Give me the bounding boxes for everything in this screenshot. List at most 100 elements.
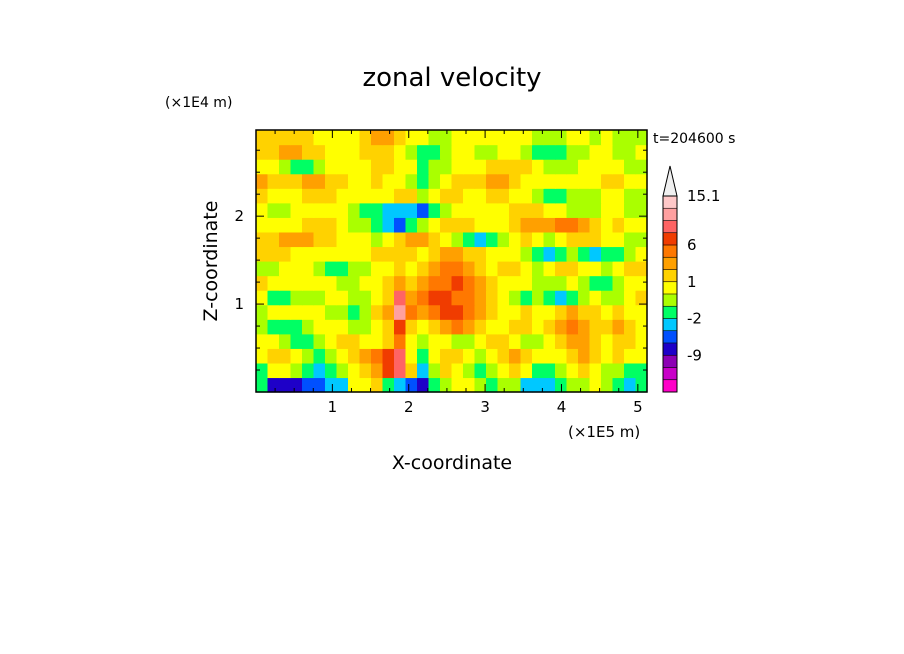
field-cell [566, 173, 579, 189]
field-cell [566, 362, 579, 379]
field-cell [520, 261, 533, 277]
field-cell [474, 275, 487, 291]
field-cell [463, 246, 476, 262]
field-cell [313, 304, 326, 320]
field-cell [336, 202, 349, 218]
field-cell [589, 348, 602, 364]
field-cell [394, 231, 407, 248]
field-cell [417, 304, 430, 320]
y-axis: 12 [234, 149, 647, 371]
colorbar-swatch [663, 306, 677, 319]
field-cell [394, 377, 407, 393]
field-cell [578, 217, 591, 233]
field-cell [417, 319, 430, 335]
field-cell [279, 144, 292, 160]
field-cell [336, 304, 349, 320]
field-cell [359, 246, 372, 262]
field-cell [313, 130, 326, 146]
field-cell [532, 202, 545, 218]
field-cell [612, 275, 625, 291]
field-cell [290, 188, 303, 204]
field-cell [336, 246, 349, 262]
field-cell [612, 246, 625, 262]
field-cell [302, 231, 315, 248]
field-cell [578, 231, 591, 248]
field-cell [451, 159, 464, 175]
field-cell [486, 362, 499, 379]
field-cell [348, 304, 361, 320]
field-cell [474, 290, 487, 306]
field-cell [405, 275, 418, 291]
field-cell [405, 130, 418, 146]
field-cell [417, 246, 430, 262]
field-cell [428, 188, 441, 204]
field-cell [601, 377, 614, 393]
field-cell [601, 231, 614, 248]
field-cell [612, 377, 625, 393]
field-cell [486, 377, 499, 393]
field-cell [256, 173, 269, 189]
field-cell [279, 202, 292, 218]
field-cell [509, 130, 522, 146]
colorbar-max-triangle [662, 165, 678, 197]
field-cell [497, 231, 510, 248]
x-axis: 1 2 3 4 5 [274, 130, 643, 416]
field-cell [279, 290, 292, 306]
field-cell [371, 333, 384, 349]
field-cell [256, 275, 269, 291]
field-cell [474, 246, 487, 262]
field-cell [520, 304, 533, 320]
field-cell [290, 246, 303, 262]
field-cell [451, 275, 464, 291]
field-cell [428, 304, 441, 320]
field-cell [348, 290, 361, 306]
field-cell [256, 377, 269, 393]
field-cell [543, 261, 556, 277]
field-cell [566, 290, 579, 306]
field-cell [440, 202, 453, 218]
x-axis-label: X-coordinate [392, 452, 512, 474]
field-cell [497, 130, 510, 146]
field-cell [256, 304, 269, 320]
y-scale-label: (×1E4 m) [165, 95, 232, 111]
field-cell [555, 261, 568, 277]
field-cell [371, 290, 384, 306]
field-cell [405, 231, 418, 248]
field-cell [440, 144, 453, 160]
field-cell [325, 304, 338, 320]
field-cell [635, 231, 648, 248]
field-cell [405, 377, 418, 393]
field-cell [440, 333, 453, 349]
y-tick-label: 2 [234, 207, 244, 225]
field-cell [555, 202, 568, 218]
field-cell [405, 202, 418, 218]
x-tick-label: 2 [404, 398, 414, 416]
field-cell [451, 130, 464, 146]
field-cell [635, 188, 648, 204]
field-cell [578, 144, 591, 160]
field-cell [566, 246, 579, 262]
field-cell [578, 290, 591, 306]
field-cell [279, 377, 292, 393]
field-cell [624, 144, 637, 160]
field-cell [520, 348, 533, 364]
field-cell [463, 333, 476, 349]
field-cell [486, 246, 499, 262]
field-cell [371, 130, 384, 146]
field-cell [405, 290, 418, 306]
field-cell [440, 246, 453, 262]
field-cell [486, 202, 499, 218]
field-cell [302, 188, 315, 204]
field-cell [417, 144, 430, 160]
field-cell [336, 290, 349, 306]
colorbar: 15.1 6 1 -2 -9 [662, 165, 720, 393]
field-cell [267, 231, 280, 248]
field-cell [532, 144, 545, 160]
field-cell [601, 304, 614, 320]
field-cell [417, 261, 430, 277]
field-cell [382, 246, 395, 262]
field-cell [474, 348, 487, 364]
field-cell [302, 348, 315, 364]
field-cell [428, 362, 441, 379]
